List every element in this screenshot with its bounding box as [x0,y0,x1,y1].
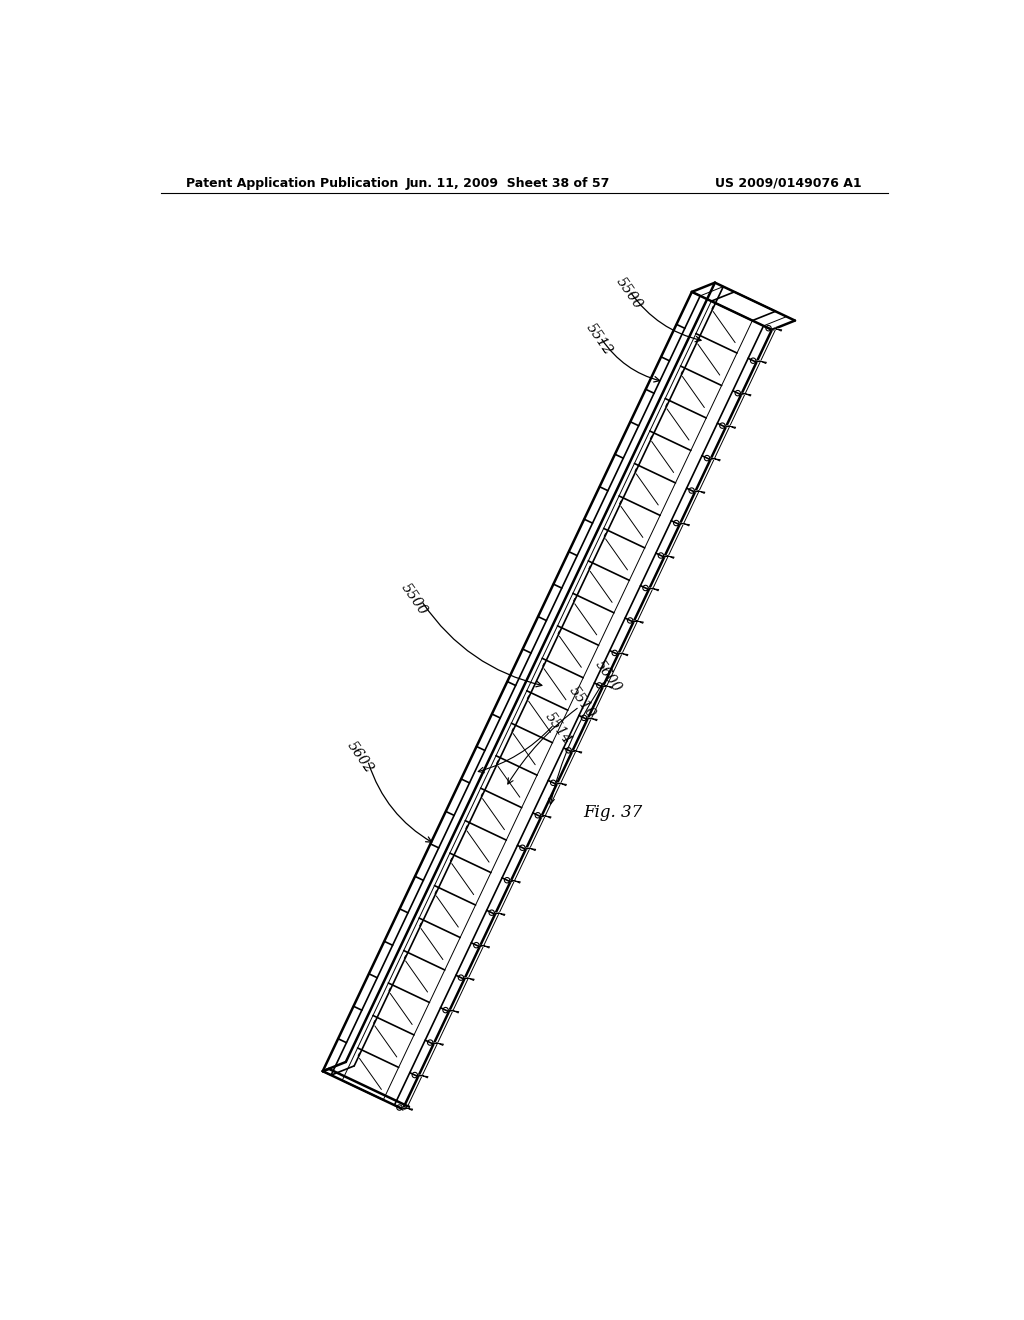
Text: 5514: 5514 [542,710,573,747]
Text: 5510: 5510 [566,684,598,721]
Polygon shape [726,426,735,429]
Polygon shape [510,880,520,883]
Polygon shape [418,1076,428,1078]
Polygon shape [603,685,612,688]
Text: Fig. 37: Fig. 37 [584,804,643,821]
Polygon shape [634,620,643,623]
Polygon shape [711,458,720,461]
Polygon shape [541,816,551,818]
Polygon shape [449,1010,459,1012]
Polygon shape [680,523,689,525]
Polygon shape [665,556,674,558]
Text: 5500: 5500 [398,581,430,618]
Polygon shape [741,393,751,396]
Polygon shape [757,360,766,363]
Polygon shape [695,491,705,494]
Polygon shape [402,1107,413,1110]
Polygon shape [433,1043,443,1045]
Polygon shape [772,329,781,331]
Text: 5600: 5600 [592,657,624,694]
Polygon shape [464,978,474,981]
Text: 5512: 5512 [583,321,614,358]
Text: 5500: 5500 [613,275,645,312]
Text: Jun. 11, 2009  Sheet 38 of 57: Jun. 11, 2009 Sheet 38 of 57 [406,177,610,190]
Polygon shape [572,751,582,754]
Polygon shape [588,718,597,721]
Polygon shape [525,847,536,850]
Polygon shape [649,589,658,591]
Polygon shape [618,653,628,656]
Text: US 2009/0149076 A1: US 2009/0149076 A1 [716,177,862,190]
Polygon shape [557,783,566,785]
Polygon shape [479,945,489,948]
Text: Patent Application Publication: Patent Application Publication [186,177,398,190]
Polygon shape [495,913,505,916]
Text: 5602: 5602 [344,739,376,776]
